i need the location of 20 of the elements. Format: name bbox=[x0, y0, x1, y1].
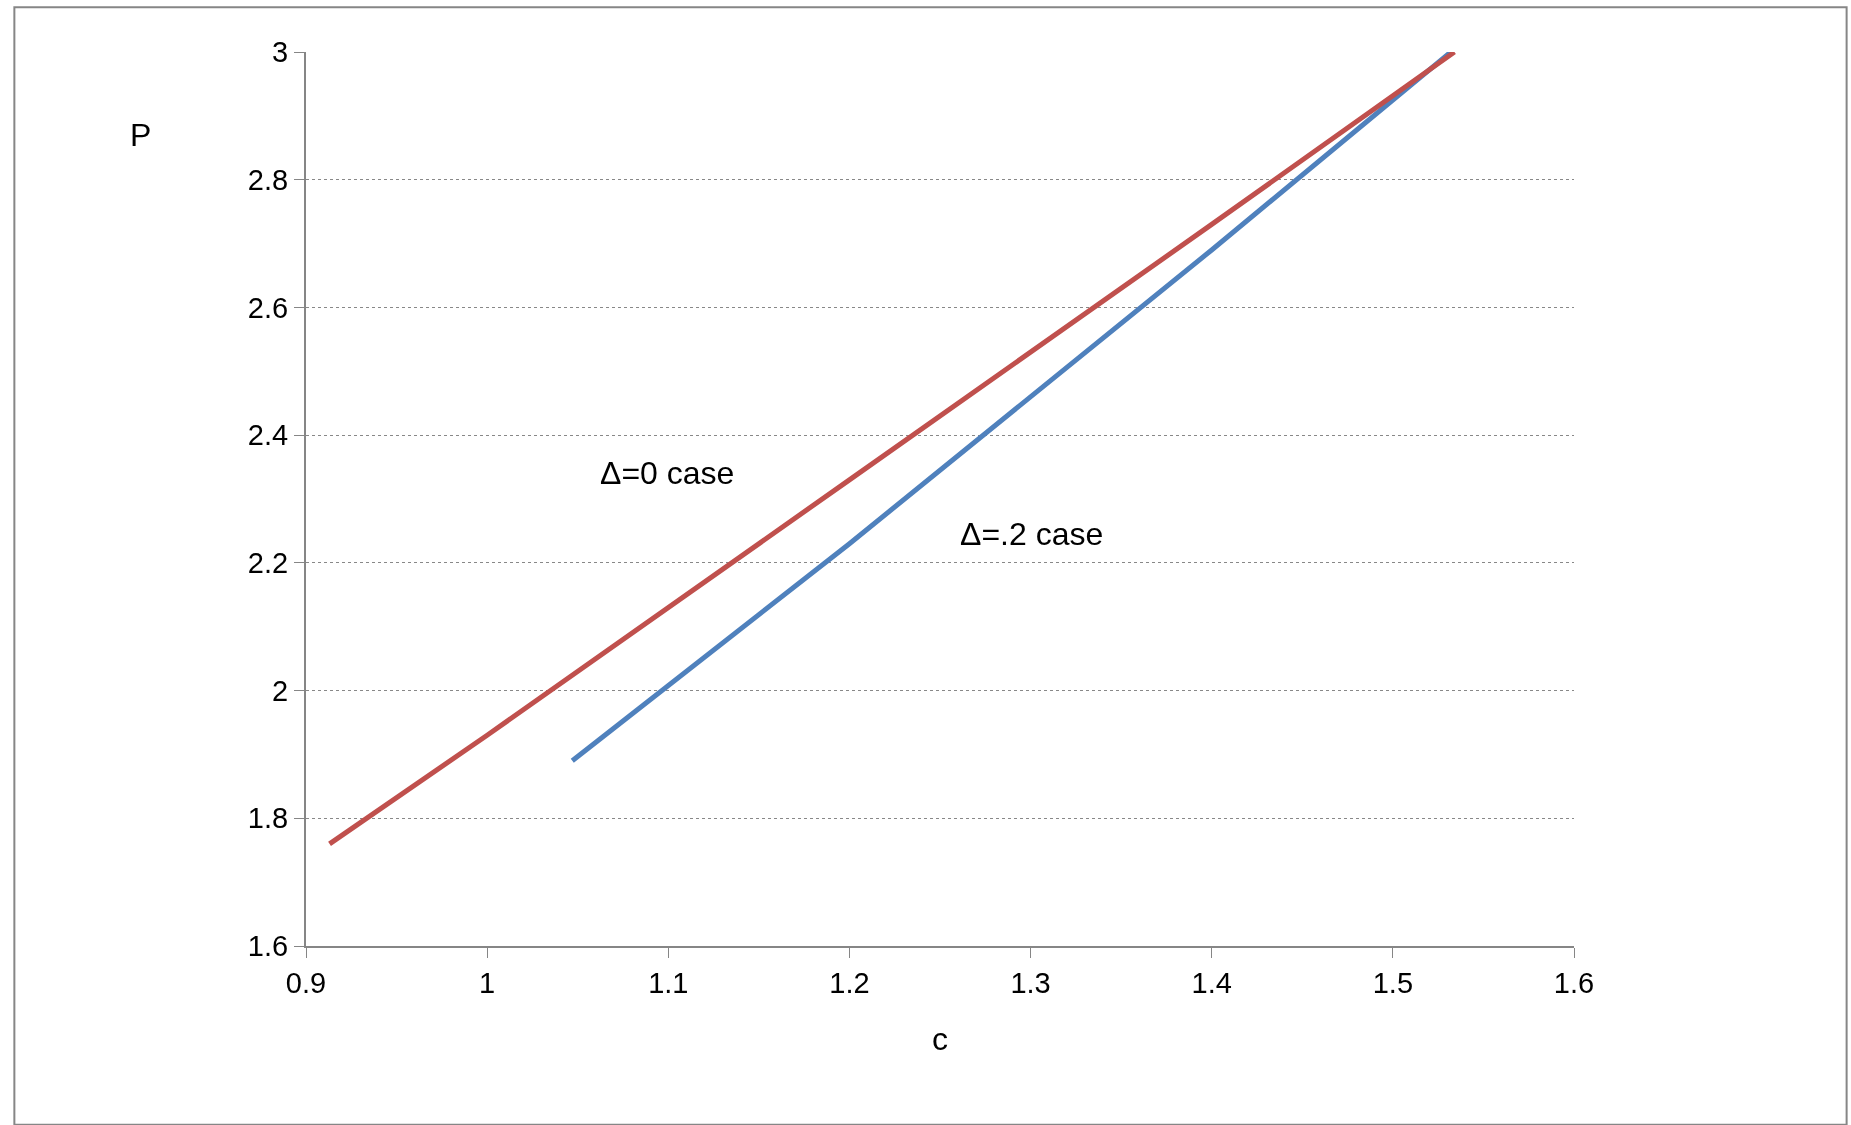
y-tick-label: 1.6 bbox=[247, 930, 289, 963]
x-tick-label: 0.9 bbox=[285, 966, 327, 999]
x-tick-label: 1.2 bbox=[829, 966, 870, 999]
y-axis-title: P bbox=[130, 117, 152, 153]
x-tick-label: 1.1 bbox=[648, 966, 689, 999]
x-tick-label: 1.5 bbox=[1372, 966, 1414, 999]
y-tick-label: 2.6 bbox=[247, 291, 289, 324]
x-tick-label: 1.6 bbox=[1553, 966, 1595, 999]
y-tick-label: 2.8 bbox=[247, 163, 289, 196]
annotation: Δ=0 case bbox=[600, 455, 735, 491]
y-tick-label: 1.8 bbox=[247, 802, 289, 835]
x-tick-label: 1.4 bbox=[1191, 966, 1232, 999]
x-tick-label: 1 bbox=[479, 966, 496, 999]
x-axis-title: c bbox=[932, 1021, 948, 1058]
annotation: Δ=.2 case bbox=[960, 516, 1104, 552]
x-tick-label: 1.3 bbox=[1010, 966, 1051, 999]
y-tick-label: 2.2 bbox=[247, 547, 289, 580]
y-tick-label: 2 bbox=[272, 674, 289, 707]
y-tick-label: 2.4 bbox=[247, 419, 289, 452]
y-tick-label: 3 bbox=[272, 36, 289, 69]
